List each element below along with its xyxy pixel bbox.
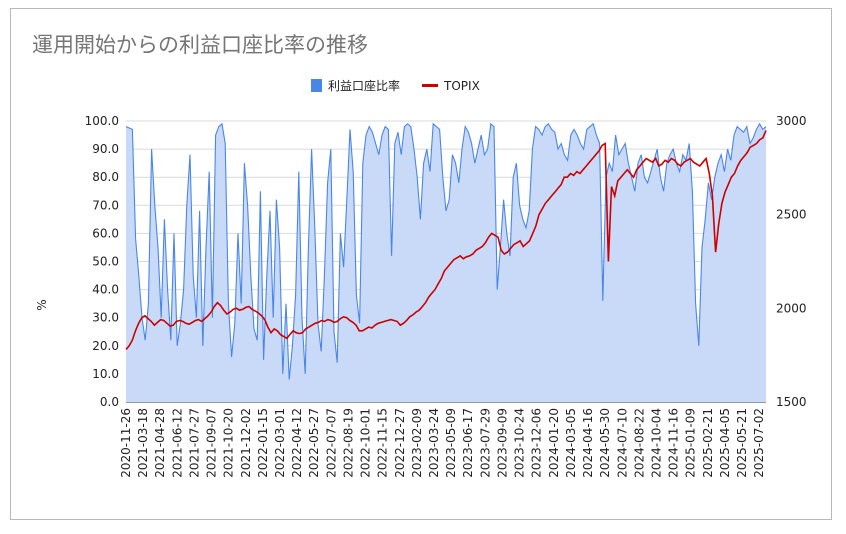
y2-tick-label: 2000 xyxy=(776,301,807,315)
x-tick-label: 2021-10-20 xyxy=(222,408,236,478)
y-tick-label: 80.0 xyxy=(92,170,119,184)
x-tick-label: 2023-05-09 xyxy=(444,408,458,478)
x-tick-label: 2022-10-01 xyxy=(359,408,373,478)
x-tick-label: 2025-01-09 xyxy=(684,408,698,478)
x-tick-label: 2021-04-28 xyxy=(153,408,167,478)
y-tick-label: 0.0 xyxy=(100,395,119,409)
legend-swatch-topix xyxy=(422,84,439,87)
x-tick-label: 2022-05-27 xyxy=(307,408,321,478)
x-tick-label: 2024-04-16 xyxy=(581,408,595,478)
y-tick-label: 90.0 xyxy=(92,142,119,156)
series-lines xyxy=(125,122,767,380)
y-tick-label: 50.0 xyxy=(92,255,119,269)
y-tick-label: 60.0 xyxy=(92,226,119,240)
y-axis-label: % xyxy=(35,299,49,310)
x-tick-label: 2024-08-22 xyxy=(632,408,646,478)
x-tick-label: 2022-07-07 xyxy=(324,408,338,478)
legend: 利益口座比率 TOPIX xyxy=(311,77,502,94)
x-tick-label: 2023-03-24 xyxy=(427,408,441,478)
x-tick-label: 2022-03-01 xyxy=(273,408,287,478)
legend-item-ratio: 利益口座比率 xyxy=(311,77,400,94)
x-tick-label: 2023-07-29 xyxy=(478,408,492,478)
x-tick-label: 2020-11-26 xyxy=(119,408,133,478)
x-tick-label: 2023-09-09 xyxy=(495,408,509,478)
x-tick-label: 2024-10-04 xyxy=(649,408,663,478)
x-tick-label: 2021-03-18 xyxy=(136,408,150,478)
x-tick-label: 2024-11-16 xyxy=(667,408,681,478)
x-tick-label: 2024-07-10 xyxy=(615,408,629,478)
y2-tick-label: 3000 xyxy=(776,114,807,128)
x-tick-label: 2022-11-15 xyxy=(376,408,390,478)
y-axis-right: 1500 2000 2500 3000 xyxy=(776,114,807,409)
x-tick-label: 2023-02-09 xyxy=(410,408,424,478)
x-tick-label: 2024-05-30 xyxy=(598,408,612,478)
y-tick-label: 10.0 xyxy=(92,367,119,381)
x-tick-label: 2023-12-06 xyxy=(530,408,544,478)
y-tick-label: 100.0 xyxy=(85,114,119,128)
x-tick-label: 2022-08-19 xyxy=(341,408,355,478)
chart-title: 運用開始からの利益口座比率の推移 xyxy=(32,33,368,57)
x-tick-label: 2025-07-02 xyxy=(752,408,766,478)
ratio-area-fill xyxy=(126,123,766,403)
y-tick-label: 40.0 xyxy=(92,283,119,297)
y2-tick-label: 1500 xyxy=(776,395,807,409)
y-tick-label: 30.0 xyxy=(92,311,119,325)
ratio-area xyxy=(126,123,766,403)
x-tick-label: 2024-03-05 xyxy=(564,408,578,478)
y-tick-label: 70.0 xyxy=(92,198,119,212)
x-tick-label: 2025-04-05 xyxy=(718,408,732,478)
x-tick-label: 2023-06-17 xyxy=(461,408,475,478)
x-tick-label: 2021-06-12 xyxy=(170,408,184,478)
x-tick-label: 2025-05-21 xyxy=(735,408,749,478)
topix-line xyxy=(125,130,767,351)
y-tick-label: 20.0 xyxy=(92,339,119,353)
legend-label-topix: TOPIX xyxy=(444,78,480,93)
x-tick-label: 2022-04-12 xyxy=(290,408,304,478)
y2-tick-label: 2500 xyxy=(776,208,807,222)
x-tick-label: 2021-12-02 xyxy=(239,408,253,478)
x-tick-label: 2024-01-20 xyxy=(547,408,561,478)
x-tick-label: 2021-09-07 xyxy=(205,408,219,478)
legend-swatch-ratio xyxy=(311,79,322,92)
legend-label-ratio: 利益口座比率 xyxy=(328,79,401,93)
x-tick-label: 2022-01-15 xyxy=(256,408,270,478)
legend-item-topix: TOPIX xyxy=(422,79,480,93)
x-tick-label: 2021-07-27 xyxy=(187,408,201,478)
x-tick-label: 2023-10-24 xyxy=(513,408,527,478)
y-axis-left: 0.0 10.0 20.0 30.0 40.0 50.0 60.0 70.0 80.0 90.0 1… xyxy=(85,114,119,409)
x-tick-label: 2025-02-21 xyxy=(701,408,715,478)
x-tick-label: 2022-12-27 xyxy=(393,408,407,478)
x-axis: 2020-11-26 2021-03-18 2021-04-28 2021-06-12… xyxy=(119,408,766,478)
